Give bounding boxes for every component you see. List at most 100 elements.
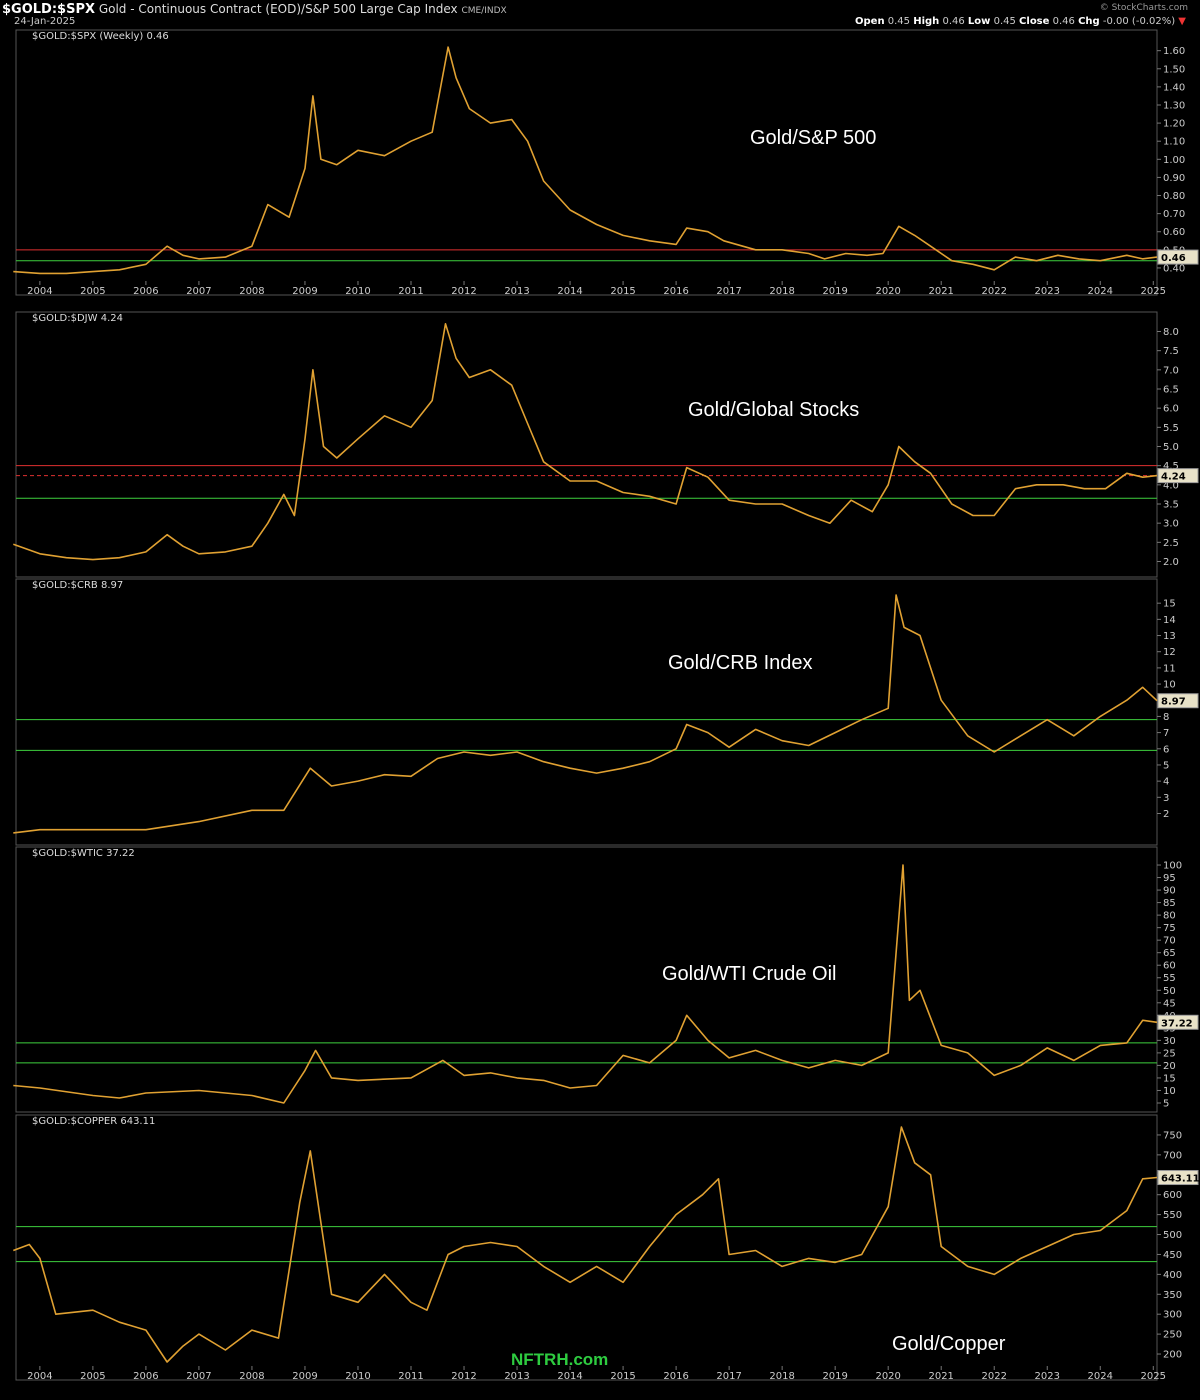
series-line	[13, 46, 1158, 275]
y-tick-label: 60	[1163, 961, 1176, 972]
y-tick-label: 0.80	[1163, 191, 1185, 202]
x-tick-label: 2019	[822, 1371, 847, 1382]
y-tick-label: 400	[1163, 1270, 1182, 1281]
y-tick-label: 3.5	[1163, 500, 1179, 511]
y-tick-label: 7	[1163, 728, 1169, 739]
y-tick-label: 5.0	[1163, 442, 1179, 453]
x-tick-label: 2007	[186, 1371, 211, 1382]
x-tick-label: 2021	[928, 286, 953, 297]
y-tick-label: 4.5	[1163, 461, 1179, 472]
y-tick-label: 1.60	[1163, 46, 1185, 57]
y-tick-label: 550	[1163, 1210, 1182, 1221]
x-tick-label: 2023	[1035, 286, 1060, 297]
x-tick-label: 2015	[610, 286, 635, 297]
last-value-text: 37.22	[1161, 1018, 1193, 1029]
chg-value: -0.00 (-0.02%)	[1102, 16, 1176, 27]
y-tick-label: 1.40	[1163, 82, 1185, 93]
x-tick-label: 2014	[557, 1371, 582, 1382]
y-tick-label: 1.20	[1163, 119, 1185, 130]
x-tick-label: 2014	[557, 286, 582, 297]
panel-5-label: $GOLD:$COPPER 643.11	[32, 1116, 156, 1127]
chart-header: $GOLD:$SPX Gold - Continuous Contract (E…	[0, 0, 1200, 30]
x-tick-label: 2023	[1035, 1371, 1060, 1382]
x-tick-label: 2015	[610, 1371, 635, 1382]
y-tick-label: 75	[1163, 923, 1176, 934]
panel-frame	[15, 311, 1158, 578]
open-label: Open	[855, 16, 885, 27]
x-tick-label: 2025	[1141, 1371, 1166, 1382]
annotation-gold-wti: Gold/WTI Crude Oil	[662, 963, 837, 985]
panel-frame	[15, 29, 1158, 296]
y-tick-label: 10	[1163, 680, 1176, 691]
series-line	[13, 864, 1158, 1104]
x-tick-label: 2024	[1088, 286, 1113, 297]
y-tick-label: 250	[1163, 1330, 1182, 1341]
y-tick-label: 350	[1163, 1290, 1182, 1301]
x-tick-label: 2022	[982, 1371, 1007, 1382]
last-value-badge	[1157, 468, 1199, 484]
x-tick-label: 2013	[504, 1371, 529, 1382]
chart-date: 24-Jan-2025	[14, 16, 76, 27]
last-value-badge	[1157, 1014, 1199, 1030]
y-tick-label: 12	[1163, 647, 1176, 658]
x-tick-label: 2005	[80, 1371, 105, 1382]
y-tick-label: 2.5	[1163, 538, 1179, 549]
y-tick-label: 95	[1163, 873, 1176, 884]
y-tick-label: 50	[1163, 986, 1176, 997]
x-tick-label: 2012	[451, 286, 476, 297]
x-tick-label: 2009	[292, 286, 317, 297]
y-tick-label: 80	[1163, 911, 1176, 922]
y-tick-label: 0.60	[1163, 227, 1185, 238]
annotation-gold-crb: Gold/CRB Index	[668, 652, 813, 674]
x-tick-label: 2016	[663, 1371, 688, 1382]
y-tick-label: 1.30	[1163, 100, 1185, 111]
high-value: 0.46	[942, 16, 965, 27]
x-tick-label: 2006	[133, 1371, 158, 1382]
x-tick-label: 2013	[504, 286, 529, 297]
y-tick-label: 3.0	[1163, 519, 1179, 530]
last-value-text: 643.11	[1161, 1174, 1200, 1185]
panel-3-label: $GOLD:$CRB 8.97	[32, 580, 124, 591]
y-tick-label: 15	[1163, 599, 1176, 610]
chart-title: $GOLD:$SPX Gold - Continuous Contract (E…	[2, 2, 507, 17]
y-tick-label: 200	[1163, 1350, 1182, 1361]
y-tick-label: 2	[1163, 809, 1169, 820]
x-tick-label: 2008	[239, 1371, 264, 1382]
x-tick-label: 2018	[769, 1371, 794, 1382]
credit-text: © StockCharts.com	[1099, 3, 1188, 13]
x-tick-label: 2020	[875, 286, 900, 297]
y-tick-label: 85	[1163, 898, 1176, 909]
x-tick-label: 2006	[133, 286, 158, 297]
y-tick-label: 2.0	[1163, 557, 1179, 568]
panel-frame	[15, 1114, 1158, 1381]
x-tick-label: 2010	[345, 286, 370, 297]
series-line	[13, 594, 1158, 834]
x-tick-label: 2012	[451, 1371, 476, 1382]
y-tick-label: 100	[1163, 861, 1182, 872]
open-value: 0.45	[887, 16, 911, 27]
ohlc-readout: Open 0.45 High 0.46 Low 0.45 Close 0.46 …	[855, 16, 1186, 27]
y-tick-label: 8.0	[1163, 327, 1179, 338]
x-tick-label: 2004	[27, 1371, 52, 1382]
y-tick-label: 6.0	[1163, 404, 1179, 415]
x-tick-label: 2025	[1141, 286, 1166, 297]
y-tick-label: 5	[1163, 1098, 1169, 1109]
y-tick-label: 65	[1163, 948, 1176, 959]
y-tick-label: 1.10	[1163, 137, 1185, 148]
y-tick-label: 55	[1163, 973, 1176, 984]
y-tick-label: 600	[1163, 1190, 1182, 1201]
last-value-text: 0.46	[1161, 253, 1186, 264]
description: Gold - Continuous Contract (EOD)/S&P 500…	[98, 2, 458, 16]
y-tick-label: 700	[1163, 1150, 1182, 1161]
x-tick-label: 2010	[345, 1371, 370, 1382]
exchange: CME/INDX	[461, 6, 507, 16]
watermark: NFTRH.com	[511, 1350, 609, 1369]
y-tick-label: 1.00	[1163, 155, 1185, 166]
y-tick-label: 1.50	[1163, 64, 1185, 75]
y-tick-label: 20	[1163, 1061, 1176, 1072]
close-value: 0.46	[1052, 16, 1075, 27]
y-tick-label: 5.5	[1163, 423, 1179, 434]
series-line	[13, 1126, 1158, 1363]
y-tick-label: 8	[1163, 712, 1169, 723]
series-line	[13, 323, 1158, 561]
